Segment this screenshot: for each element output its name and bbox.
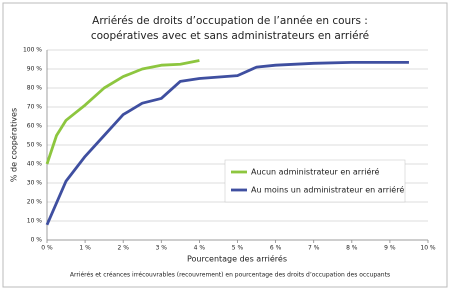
y-tick-label: 70 % [27, 104, 43, 111]
y-tick-label: 30 % [27, 180, 43, 187]
y-tick-label: 60 % [27, 123, 43, 130]
x-tick-label: 1 % [79, 245, 91, 252]
x-tick-label: 6 % [270, 245, 282, 252]
x-tick-label: 3 % [156, 245, 168, 252]
series-line [45, 60, 409, 226]
y-tick-label: 80 % [27, 85, 43, 92]
legend-box [224, 159, 406, 203]
legend-label: Au moins un administrateur en arriéré [251, 185, 404, 195]
y-tick-label: 50 % [27, 142, 43, 149]
y-tick-label: 90 % [27, 66, 43, 73]
x-tick-label: 7 % [308, 245, 320, 252]
x-axis-label: Pourcentage des arriérés [187, 254, 287, 264]
chart-title: Arriérés de droits d’occupation de l’ann… [92, 15, 368, 27]
y-axis-label: % de coopératives [9, 108, 19, 182]
legend-label: Aucun administrateur en arriéré [251, 167, 380, 177]
chart-title: coopératives avec et sans administrateur… [91, 30, 369, 42]
y-tick-label: 20 % [27, 199, 43, 206]
x-tick-label: 10 % [420, 245, 436, 252]
y-tick-label: 100 % [23, 47, 42, 54]
x-tick-label: 9 % [384, 245, 396, 252]
y-tick-label: 40 % [27, 161, 43, 168]
series-line [45, 59, 200, 165]
x-tick-label: 2 % [117, 245, 129, 252]
note: Arriérés et créances irrécouvrables (rec… [70, 272, 390, 279]
x-tick-label: 5 % [232, 245, 244, 252]
x-tick-label: 4 % [194, 245, 206, 252]
y-tick-label: 0 % [31, 237, 43, 244]
x-tick-label: 0 % [41, 245, 53, 252]
x-tick-label: 8 % [346, 245, 358, 252]
y-tick-label: 10 % [27, 218, 43, 225]
